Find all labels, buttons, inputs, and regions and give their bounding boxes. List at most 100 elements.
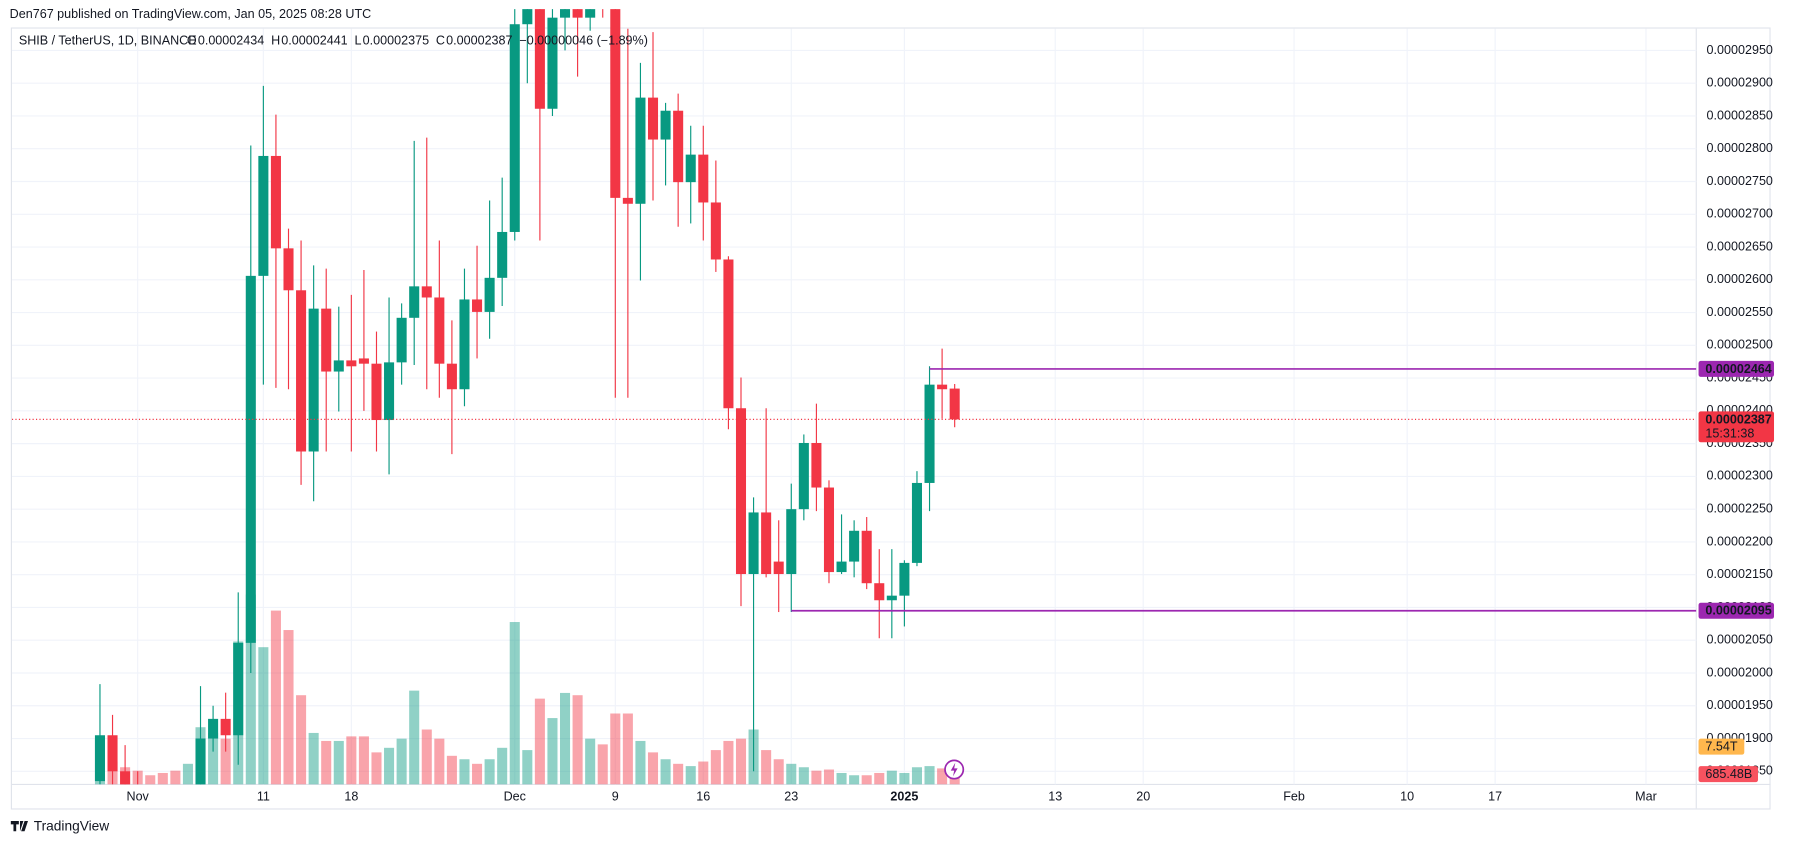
volume-bar bbox=[572, 695, 583, 785]
axes: 0.000018500.000019000.000019500.00002000… bbox=[127, 43, 1775, 803]
x-tick-label: Nov bbox=[127, 789, 150, 803]
candle-body bbox=[434, 297, 445, 364]
candle-body bbox=[660, 110, 671, 140]
candle-body bbox=[748, 512, 759, 575]
candle-body bbox=[773, 561, 784, 575]
x-tick-label: 9 bbox=[612, 789, 619, 803]
ohlc-value: 0.00002387 bbox=[446, 33, 512, 47]
candle-body bbox=[509, 24, 520, 232]
x-tick-label: 17 bbox=[1488, 789, 1502, 803]
candle-body bbox=[484, 277, 495, 312]
volume-bar bbox=[371, 752, 382, 785]
volume-bar bbox=[245, 594, 256, 785]
brand: TradingView bbox=[34, 818, 110, 833]
candle-body bbox=[698, 154, 709, 203]
lightning-icon bbox=[944, 759, 965, 780]
candle-body bbox=[786, 509, 797, 575]
candle-body bbox=[270, 155, 281, 249]
symbol: SHIB / TetherUS, 1D, BINANCE bbox=[19, 33, 197, 47]
volume-bar bbox=[761, 750, 772, 785]
volume-bar bbox=[710, 750, 721, 785]
volume-bar bbox=[811, 770, 822, 785]
candle-body bbox=[937, 384, 948, 390]
candle-body bbox=[673, 110, 684, 183]
volume-bar bbox=[270, 610, 281, 785]
x-tick-label: Dec bbox=[504, 789, 526, 803]
volume-bar bbox=[157, 772, 168, 785]
y-tick-label: 0.00002050 bbox=[1707, 633, 1773, 647]
volume-bar bbox=[459, 759, 470, 785]
volume-bar bbox=[886, 770, 897, 785]
ohlc-letter: C bbox=[436, 33, 445, 47]
x-tick-label: 20 bbox=[1136, 789, 1150, 803]
plot bbox=[11, 9, 1697, 785]
volume-bar bbox=[773, 759, 784, 785]
volume-bar bbox=[547, 718, 558, 785]
volume-bar bbox=[673, 763, 684, 785]
volume-bar bbox=[446, 755, 457, 785]
level-tag bbox=[1698, 360, 1775, 377]
volume-bar bbox=[497, 747, 508, 785]
ohlc-letter: H bbox=[271, 33, 280, 47]
candle-body bbox=[195, 738, 206, 785]
candle-body bbox=[911, 482, 922, 563]
candle-body bbox=[308, 308, 319, 452]
y-tick-label: 0.00002650 bbox=[1707, 239, 1773, 253]
y-tick-label: 0.00002000 bbox=[1707, 665, 1773, 679]
volume-bar bbox=[723, 740, 734, 785]
volume-ma-label: 7.54T bbox=[1705, 740, 1737, 754]
volume-bar bbox=[308, 732, 319, 785]
ohlc-value: 0.00002434 bbox=[198, 33, 264, 47]
y-tick-label: 0.00002700 bbox=[1707, 207, 1773, 221]
x-tick-label: 18 bbox=[344, 789, 358, 803]
volume-bar bbox=[698, 761, 709, 785]
candle-body bbox=[585, 9, 596, 18]
icon-bolt bbox=[950, 762, 958, 777]
candle-body bbox=[258, 155, 269, 276]
candle-body bbox=[358, 358, 369, 364]
volume-bar bbox=[622, 713, 633, 785]
candle-body bbox=[321, 308, 332, 372]
last-price-tag bbox=[1698, 411, 1775, 443]
volume-bar bbox=[258, 647, 269, 785]
candle-body bbox=[245, 275, 256, 643]
candle-body bbox=[396, 317, 407, 363]
y-tick-label: 0.00002950 bbox=[1707, 43, 1773, 57]
candle-body bbox=[560, 9, 571, 18]
candle-body bbox=[924, 384, 935, 483]
volume-bar bbox=[509, 622, 520, 785]
candle-body bbox=[761, 512, 772, 575]
y-tick-label: 0.00001950 bbox=[1707, 698, 1773, 712]
volume-bar bbox=[296, 695, 307, 785]
candle-body bbox=[836, 561, 847, 573]
volume-last-tag bbox=[1698, 766, 1759, 783]
change: −0.00000046 (−1.89%) bbox=[519, 33, 648, 47]
volume-bar bbox=[836, 772, 847, 785]
candle-body bbox=[886, 595, 897, 601]
candle-body bbox=[723, 259, 734, 409]
candle-body bbox=[572, 9, 583, 18]
y-tick-label: 0.00002800 bbox=[1707, 141, 1773, 155]
last-price-label: 0.00002387 bbox=[1705, 412, 1771, 426]
volume-last-label: 685.48B bbox=[1705, 767, 1752, 781]
volume-bar bbox=[484, 759, 495, 785]
candle-body bbox=[735, 408, 747, 575]
legend-header: SHIB / TetherUS, 1D, BINANCE O 0.00002434… bbox=[19, 33, 648, 47]
y-tick-label: 0.00002200 bbox=[1707, 534, 1773, 548]
volume-bar bbox=[610, 713, 621, 785]
logo-icon bbox=[10, 820, 28, 832]
candle-body bbox=[798, 442, 809, 510]
volume-bar bbox=[861, 775, 872, 785]
candle-body bbox=[899, 562, 910, 596]
y-tick-label: 0.00002150 bbox=[1707, 567, 1773, 581]
candle-body bbox=[283, 248, 294, 291]
candle-body bbox=[647, 97, 659, 140]
countdown: 15:31:38 bbox=[1705, 427, 1754, 441]
ohlc-letter: L bbox=[355, 33, 362, 47]
candle-body bbox=[446, 363, 457, 390]
volume-bar bbox=[434, 738, 445, 785]
candle-body bbox=[849, 530, 860, 562]
ohlc-value: 0.00002441 bbox=[281, 33, 347, 47]
volume-bar bbox=[937, 768, 948, 785]
